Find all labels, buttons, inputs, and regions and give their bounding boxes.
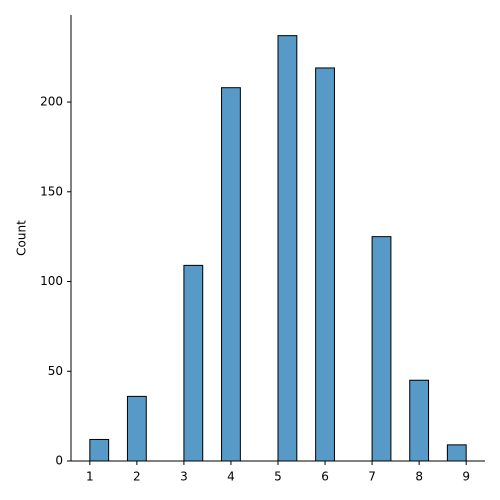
y-tick-label: 50 bbox=[48, 364, 63, 378]
x-tick-label: 3 bbox=[180, 470, 188, 484]
bar bbox=[221, 87, 241, 462]
bar bbox=[89, 438, 110, 462]
x-tick-label: 7 bbox=[368, 470, 376, 484]
bar bbox=[409, 379, 430, 462]
y-tick-label: 200 bbox=[40, 95, 63, 109]
x-tick-label: 5 bbox=[274, 470, 282, 484]
x-tick-label: 1 bbox=[86, 470, 94, 484]
bar bbox=[277, 35, 298, 462]
x-tick-label: 9 bbox=[462, 470, 470, 484]
bar bbox=[315, 67, 335, 462]
bar bbox=[126, 395, 147, 462]
bar bbox=[371, 236, 392, 462]
x-tick-label: 2 bbox=[133, 470, 141, 484]
y-tick-label: 100 bbox=[40, 274, 63, 288]
x-tick-label: 8 bbox=[415, 470, 423, 484]
bar bbox=[183, 264, 204, 462]
x-tick-label: 4 bbox=[227, 470, 235, 484]
x-tick-label: 6 bbox=[321, 470, 329, 484]
y-tick-label: 0 bbox=[55, 454, 63, 468]
bar bbox=[446, 444, 467, 462]
y-axis-label: Count bbox=[15, 220, 29, 256]
y-tick-label: 150 bbox=[40, 184, 63, 198]
